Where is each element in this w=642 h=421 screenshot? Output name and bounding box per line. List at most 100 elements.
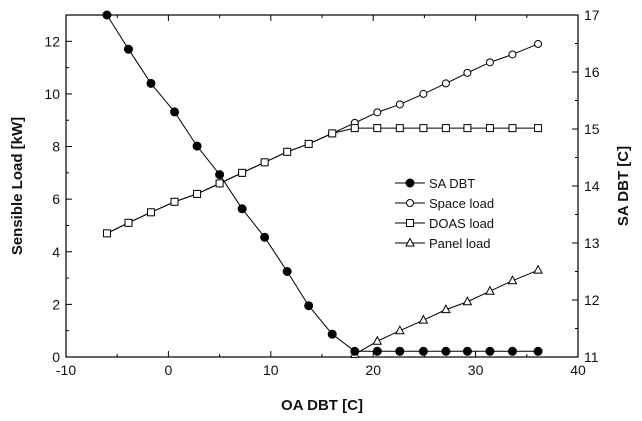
left-y-tick-label: 6 (52, 191, 60, 207)
panel-load-point (441, 304, 451, 314)
right-y-tick-label: 16 (584, 64, 600, 80)
legend-label: Panel load (429, 236, 490, 251)
sa-dbt-point (170, 107, 180, 117)
left-y-axis-ticks: 0 2 4 6 8 10 12 (44, 14, 72, 365)
sa-dbt-point (282, 267, 292, 276)
left-y-tick-label: 2 (52, 296, 60, 312)
legend-item-panel-load: Panel load (395, 236, 490, 251)
series-panel-load (349, 264, 543, 358)
sa-dbt-point (418, 346, 428, 356)
right-y-tick-label: 14 (584, 178, 600, 194)
sa-dbt-point (533, 346, 543, 356)
doas-load-point (124, 218, 133, 227)
space-load-point (395, 100, 404, 109)
doas-load-point (215, 179, 224, 188)
x-tick-label: 40 (570, 362, 586, 378)
space-load-point (373, 108, 382, 117)
doas-load-point (508, 124, 517, 133)
legend-label: SA DBT (429, 176, 475, 191)
doas-load-point (419, 124, 428, 133)
right-y-tick-label: 13 (584, 235, 600, 251)
x-tick-label: 10 (263, 362, 279, 378)
doas-load-point (485, 124, 494, 133)
panel-load-point (507, 275, 518, 285)
legend-marker-doas-load (406, 219, 414, 227)
panel-load-point (533, 264, 543, 274)
sa-dbt-point (462, 346, 472, 356)
doas-load-point (193, 189, 202, 198)
sa-dbt-point (102, 10, 112, 20)
panel-load-point (394, 325, 405, 335)
doas-load-point (328, 129, 337, 138)
left-y-tick-label: 10 (44, 86, 60, 102)
series-sa-dbt (102, 10, 543, 356)
doas-load-point (170, 197, 179, 206)
plot-area (65, 14, 579, 358)
right-y-tick-label: 17 (584, 7, 600, 23)
legend-marker-sa-dbt (405, 178, 415, 188)
doas-load-point (102, 229, 111, 238)
x-tick-label: 30 (468, 362, 484, 378)
sa-dbt-point (395, 346, 405, 356)
doas-load-point (283, 147, 292, 156)
panel-load-point (462, 296, 473, 306)
left-y-tick-label: 12 (44, 33, 60, 49)
doas-load-point (350, 124, 359, 133)
doas-load-point (534, 124, 543, 133)
doas-load-point (373, 124, 382, 133)
plot-frame (65, 14, 579, 358)
legend-item-doas-load: DOAS load (395, 216, 494, 231)
sa-dbt-point (192, 141, 202, 151)
x-tick-label: 0 (165, 362, 173, 378)
panel-load-point (418, 314, 429, 324)
panel-load-point (372, 335, 383, 345)
right-y-tick-label: 11 (584, 349, 599, 365)
space-load-point (534, 39, 543, 48)
right-y-tick-label: 15 (584, 121, 600, 137)
left-y-tick-label: 8 (52, 139, 60, 155)
space-load-point (441, 79, 450, 88)
sa-dbt-point (350, 346, 360, 356)
space-load-point (508, 50, 517, 59)
sa-dbt-point (237, 204, 247, 214)
doas-load-point (441, 124, 450, 133)
sa-dbt-point (441, 346, 451, 356)
doas-load-point (260, 158, 269, 167)
legend-label: DOAS load (429, 216, 494, 231)
doas-load-point (395, 124, 404, 133)
doas-load-point (304, 139, 313, 148)
right-y-axis-ticks: 11 12 13 14 15 16 17 (572, 7, 600, 365)
doas-load-point (238, 168, 247, 177)
sa-dbt-point (123, 44, 133, 54)
legend: SA DBT Space load DOAS load Panel load (395, 176, 494, 251)
panel-load-point (485, 285, 495, 295)
sa-dbt-point (260, 232, 270, 242)
legend-item-sa-dbt: SA DBT (395, 176, 475, 191)
sa-dbt-point (372, 346, 382, 356)
x-axis-ticks: -10 0 10 20 30 40 (56, 15, 586, 378)
x-tick-label: -10 (56, 362, 76, 378)
series-layer (102, 10, 543, 358)
doas-load-point (463, 124, 472, 133)
legend-item-space-load: Space load (395, 196, 494, 211)
right-y-tick-label: 12 (584, 292, 600, 308)
sa-dbt-point (215, 170, 225, 180)
legend-marker-panel-load (405, 237, 415, 247)
space-load-point (463, 68, 472, 77)
sa-dbt-point (327, 329, 337, 339)
right-y-axis-title: SA DBT [C] (615, 146, 632, 226)
left-y-tick-label: 0 (52, 349, 60, 365)
doas-load-point (146, 208, 155, 217)
sa-dbt-point (304, 301, 314, 311)
legend-label: Space load (429, 196, 494, 211)
sa-dbt-point (485, 346, 495, 356)
series-doas-load (102, 124, 543, 238)
left-y-tick-label: 4 (52, 244, 60, 260)
left-y-axis-title: Sensible Load [kW] (9, 117, 26, 255)
x-axis-title: OA DBT [C] (281, 397, 363, 414)
sa-dbt-point (507, 346, 517, 356)
x-tick-label: 20 (365, 362, 381, 378)
space-load-point (485, 58, 494, 67)
legend-marker-space-load (406, 199, 414, 207)
